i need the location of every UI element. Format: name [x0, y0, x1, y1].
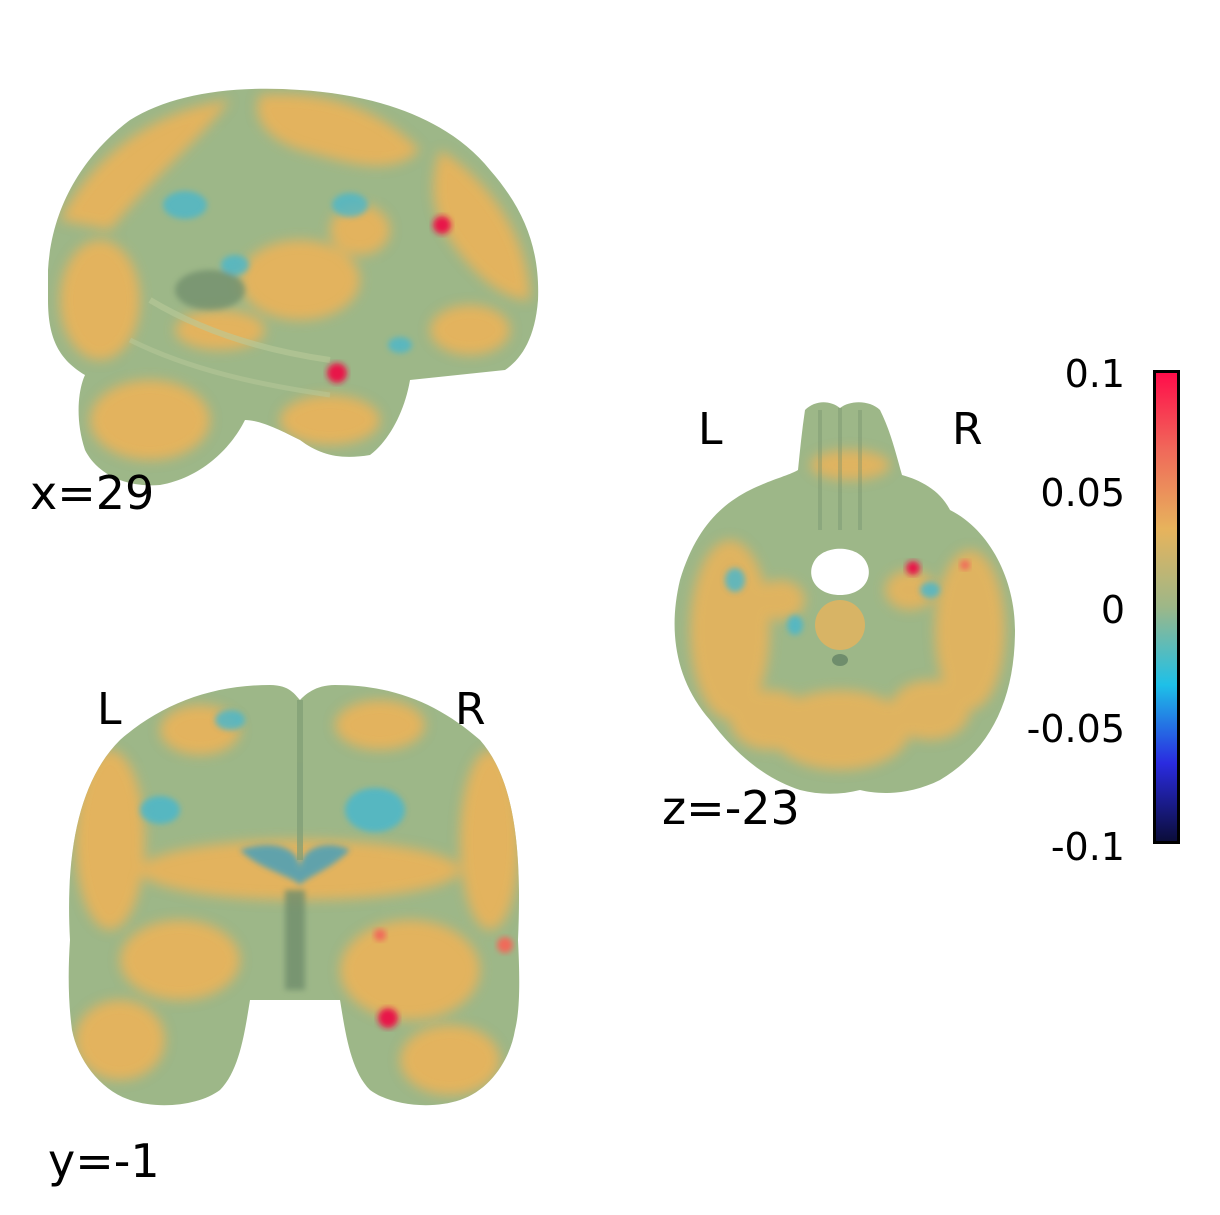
colorbar-tick-label: -0.1	[1050, 825, 1125, 869]
colorbar	[1153, 370, 1180, 844]
axial-left-label: L	[698, 404, 723, 455]
sagittal-brain-image	[48, 88, 539, 486]
colorbar-tick-label: 0.05	[1040, 471, 1125, 515]
coronal-coordinate-label: y=-1	[48, 1134, 160, 1188]
sagittal-slice-panel: x=29	[0, 0, 560, 520]
coronal-slice-panel: L R y=-1	[0, 670, 560, 1200]
axial-brain-image	[674, 402, 1016, 794]
sagittal-coordinate-label: x=29	[30, 466, 155, 520]
axial-right-label: R	[952, 404, 983, 455]
colorbar-tick-label: 0	[1100, 588, 1125, 632]
coronal-brain-image	[68, 685, 520, 1106]
coronal-right-label: R	[455, 684, 486, 735]
colorbar-tick-label: -0.05	[1026, 707, 1125, 751]
axial-slice-panel: L R z=-23	[640, 380, 1040, 840]
colorbar-tick-label: 0.1	[1064, 352, 1125, 396]
coronal-left-label: L	[97, 684, 122, 735]
axial-coordinate-label: z=-23	[662, 781, 800, 835]
